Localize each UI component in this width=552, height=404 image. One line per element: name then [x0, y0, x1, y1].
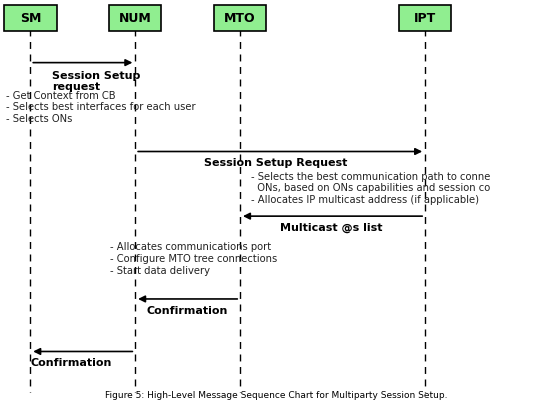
Text: Figure 5: High-Level Message Sequence Chart for Multiparty Session Setup.: Figure 5: High-Level Message Sequence Ch…	[105, 391, 447, 400]
Text: MTO: MTO	[224, 12, 256, 25]
Text: NUM: NUM	[119, 12, 152, 25]
FancyBboxPatch shape	[214, 5, 267, 32]
Text: Session Setup
request: Session Setup request	[52, 71, 141, 92]
FancyBboxPatch shape	[109, 5, 161, 32]
FancyBboxPatch shape	[4, 5, 56, 32]
Text: IPT: IPT	[414, 12, 436, 25]
Text: Multicast @s list: Multicast @s list	[280, 223, 383, 233]
Text: Confirmation: Confirmation	[147, 306, 229, 316]
FancyBboxPatch shape	[399, 5, 452, 32]
Text: - Allocates communications port
- Configure MTO tree connections
- Start data de: - Allocates communications port - Config…	[110, 242, 278, 276]
Text: - Selects the best communication path to conne
  ONs, based on ONs capabilities : - Selects the best communication path to…	[251, 172, 491, 205]
Text: - Get Context from CB
- Selects best interfaces for each user
- Selects ONs: - Get Context from CB - Selects best int…	[6, 91, 195, 124]
Text: Session Setup Request: Session Setup Request	[204, 158, 348, 168]
Text: SM: SM	[20, 12, 41, 25]
Text: Confirmation: Confirmation	[30, 358, 112, 368]
